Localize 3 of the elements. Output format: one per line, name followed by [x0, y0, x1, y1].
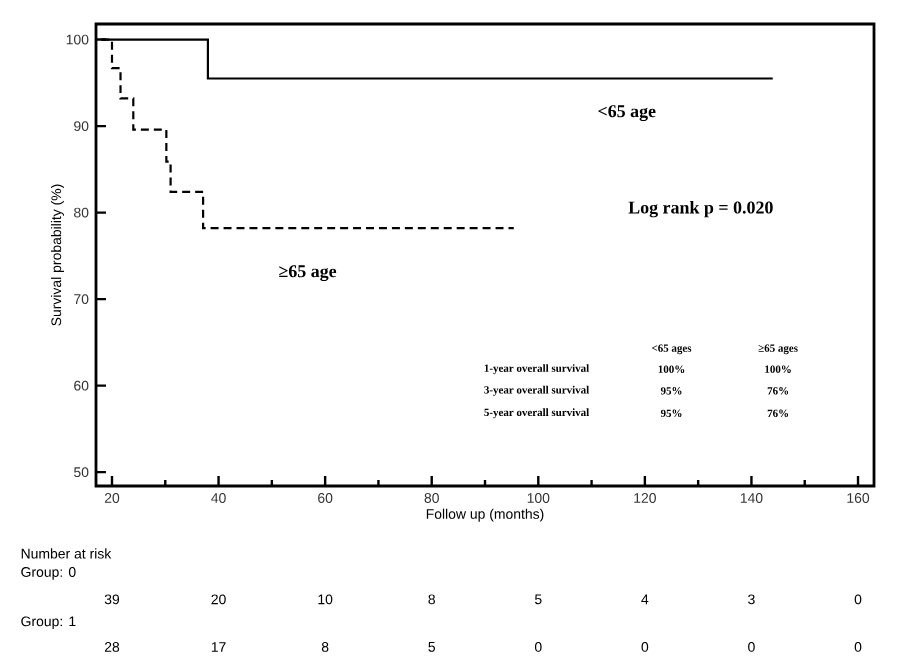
- annotation: <65 age: [598, 105, 656, 122]
- annotation: Log rank p = 0.020: [628, 200, 773, 218]
- annotation: ≥65 age: [279, 265, 337, 282]
